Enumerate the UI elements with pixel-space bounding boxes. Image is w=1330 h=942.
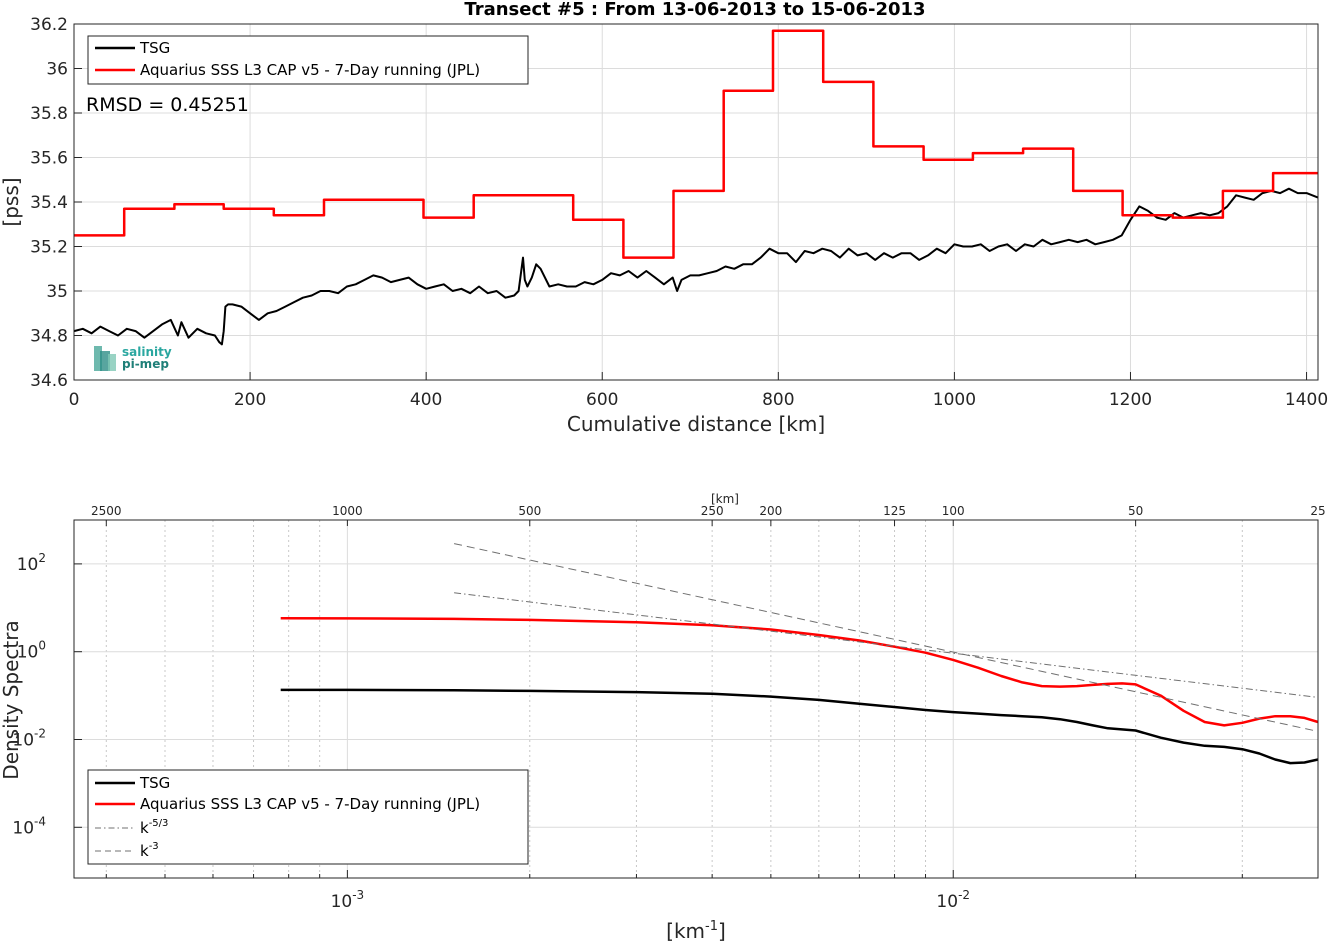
bottom-y-tick-label: 10-2 <box>12 726 46 750</box>
top-y-tick-label: 35.8 <box>30 104 68 124</box>
bottom-x-axis-label-sup: -1 <box>705 919 718 934</box>
top-x-tick-label: 200 <box>234 390 266 410</box>
bottom-top-tick-label: 1000 <box>332 504 363 518</box>
bottom-x-tick-base: 10 <box>936 892 958 912</box>
bottom-legend-label-aquarius: Aquarius SSS L3 CAP v5 - 7-Day running (… <box>140 795 480 813</box>
bottom-legend-label-k53-base: k <box>140 819 149 837</box>
bottom-y-tick-exp: 0 <box>38 639 46 653</box>
bottom-y-tick-exp: -2 <box>34 726 46 740</box>
top-legend-label-tsg: TSG <box>139 39 170 57</box>
bottom-top-tick-label: 25 <box>1310 504 1325 518</box>
logo-text-pimep: pi-mep <box>122 357 169 371</box>
salinity-pi-mep-logo: salinity pi-mep <box>94 345 172 371</box>
top-y-tick-label: 34.8 <box>30 327 68 347</box>
bottom-legend-label-k3-base: k <box>140 842 149 860</box>
bottom-series-k53-line <box>454 592 1319 698</box>
bottom-legend-label-k53-sup: -5/3 <box>149 818 169 829</box>
top-x-tick-label: 0 <box>69 390 80 410</box>
bottom-top-tick-label: 125 <box>883 504 906 518</box>
salinity-transect-chart: Transect #5 : From 13-06-2013 to 15-06-2… <box>0 0 1328 436</box>
logo-block-3 <box>108 354 116 371</box>
bottom-y-tick-label: 102 <box>17 551 46 575</box>
bottom-series-k3-line <box>453 543 1319 732</box>
bottom-y-tick-label: 10-4 <box>12 814 46 838</box>
bottom-x-tick-label: 10-3 <box>331 888 365 912</box>
top-chart-title: Transect #5 : From 13-06-2013 to 15-06-2… <box>464 0 925 20</box>
top-legend-label-aquarius: Aquarius SSS L3 CAP v5 - 7-Day running (… <box>140 61 480 79</box>
top-x-tick-label: 600 <box>586 390 618 410</box>
bottom-y-tick-base: 10 <box>17 643 39 663</box>
bottom-x-axis-label-main: [km <box>666 919 705 942</box>
bottom-top-tick-label: 200 <box>759 504 782 518</box>
bottom-legend: TSG Aquarius SSS L3 CAP v5 - 7-Day runni… <box>87 769 529 865</box>
bottom-y-axis-label: Density Spectra <box>0 620 23 779</box>
bottom-x-tick-exp: -3 <box>352 888 364 902</box>
bottom-legend-label-tsg: TSG <box>139 774 170 792</box>
top-y-tick-label: 35 <box>46 282 68 302</box>
top-y-tick-label: 35.4 <box>30 193 68 213</box>
bottom-x-tick-base: 10 <box>331 892 353 912</box>
top-tick-group: 0 200 400 600 800 1000 1200 1400 34.6 34.8 35 35.2 3… <box>30 15 1328 410</box>
bottom-legend-label-k53: k-5/3 <box>140 818 168 837</box>
bottom-legend-label-k3: k-3 <box>140 841 159 860</box>
bottom-series-aquarius-line <box>280 616 1319 727</box>
bottom-y-tick-exp: -4 <box>34 814 46 828</box>
logo-block-2 <box>100 351 110 371</box>
logo-text-salinity: salinity <box>122 345 172 359</box>
top-y-tick-label: 36.2 <box>30 15 68 35</box>
top-y-tick-label: 34.6 <box>30 371 68 391</box>
top-x-tick-label: 1400 <box>1285 390 1328 410</box>
bottom-top-tick-label: 500 <box>518 504 541 518</box>
bottom-series-group <box>280 543 1319 765</box>
top-x-tick-label: 1000 <box>933 390 976 410</box>
bottom-y-tick-base: 10 <box>17 555 39 575</box>
bottom-top-tick-label: 2500 <box>91 504 122 518</box>
top-y-tick-label: 35.6 <box>30 149 68 169</box>
bottom-top-axis-label: [km] <box>711 492 739 506</box>
top-y-tick-label: 36 <box>46 60 68 80</box>
rmsd-annotation: RMSD = 0.45251 <box>86 94 249 116</box>
bottom-y-tick-exp: 2 <box>38 551 46 565</box>
bottom-x-axis-label-end: ] <box>718 919 726 942</box>
top-series-tsg-line <box>73 187 1319 346</box>
bottom-legend-box <box>87 769 529 865</box>
bottom-x-tick-exp: -2 <box>958 888 970 902</box>
bottom-y-tick-base: 10 <box>12 730 34 750</box>
top-y-axis-label: [pss] <box>0 177 23 226</box>
top-x-tick-label: 400 <box>410 390 442 410</box>
top-x-tick-label: 800 <box>762 390 794 410</box>
top-series-aquarius-line <box>74 29 1318 259</box>
bottom-series-tsg-line <box>280 688 1319 765</box>
bottom-y-tick-base: 10 <box>12 818 34 838</box>
bottom-legend-label-k3-sup: -3 <box>149 841 159 852</box>
top-x-tick-label: 1200 <box>1109 390 1152 410</box>
logo-block-1 <box>94 346 102 371</box>
top-y-tick-label: 35.2 <box>30 238 68 258</box>
bottom-plot-frame <box>73 519 1319 879</box>
bottom-top-tick-label: 50 <box>1128 504 1143 518</box>
bottom-top-tick-label: 100 <box>942 504 965 518</box>
top-x-axis-label: Cumulative distance [km] <box>567 412 825 436</box>
top-legend-box <box>87 35 529 85</box>
bottom-y-tick-label: 100 <box>17 639 46 663</box>
bottom-x-tick-label: 10-2 <box>936 888 970 912</box>
top-legend: TSG Aquarius SSS L3 CAP v5 - 7-Day runni… <box>87 35 529 85</box>
top-series-group <box>73 29 1319 346</box>
bottom-x-axis-label: [km-1] <box>666 919 726 942</box>
bottom-top-tick-label: 250 <box>701 504 724 518</box>
